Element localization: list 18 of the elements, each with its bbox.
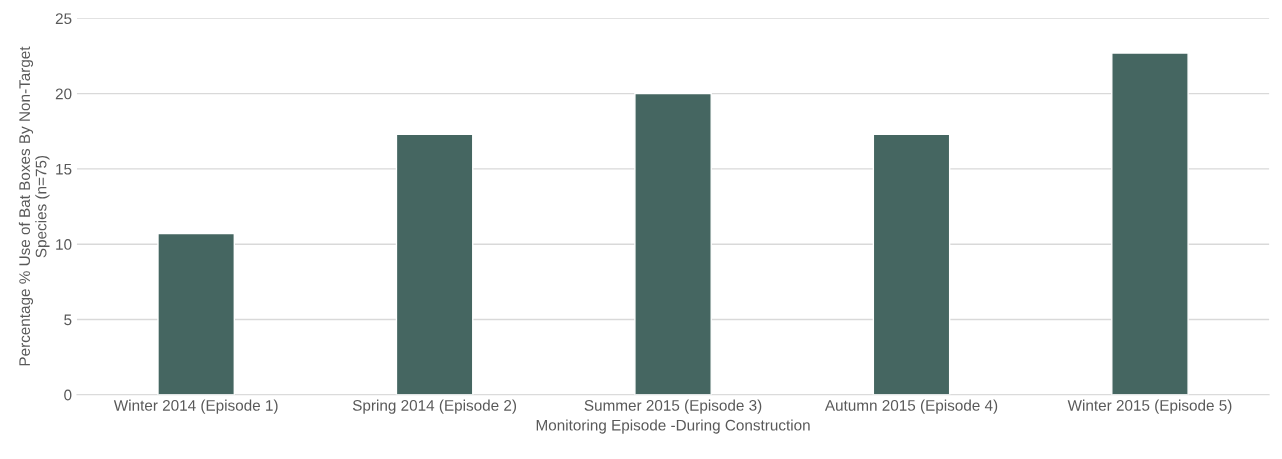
bar	[157, 232, 235, 395]
y-tick-label: 10	[56, 239, 72, 250]
y-tick-label: 25	[55, 13, 72, 25]
x-tick-label: Spring 2014 (Episode 2)	[352, 399, 517, 414]
y-tick-label: 15	[56, 163, 72, 175]
y-tick-label: 20	[55, 88, 72, 100]
bar	[395, 133, 474, 395]
y-tick-label: 0	[64, 389, 72, 401]
bar	[1111, 52, 1189, 395]
bar	[634, 92, 712, 395]
x-tick-label: Summer 2015 (Episode 3)	[584, 399, 762, 414]
x-tick-label: Autumn 2015 (Episode 4)	[824, 399, 998, 414]
x-axis-title: Monitoring Episode -During Construction	[536, 419, 810, 434]
x-tick-label: Winter 2014 (Episode 1)	[113, 399, 278, 414]
y-tick-label: 5	[64, 314, 72, 326]
bar	[872, 133, 951, 395]
y-axis-title: Percentage % Use of Bat Boxes By Non-Target Species (n=75)	[18, 46, 50, 366]
x-tick-label: Winter 2015 (Episode 5)	[1067, 399, 1232, 414]
